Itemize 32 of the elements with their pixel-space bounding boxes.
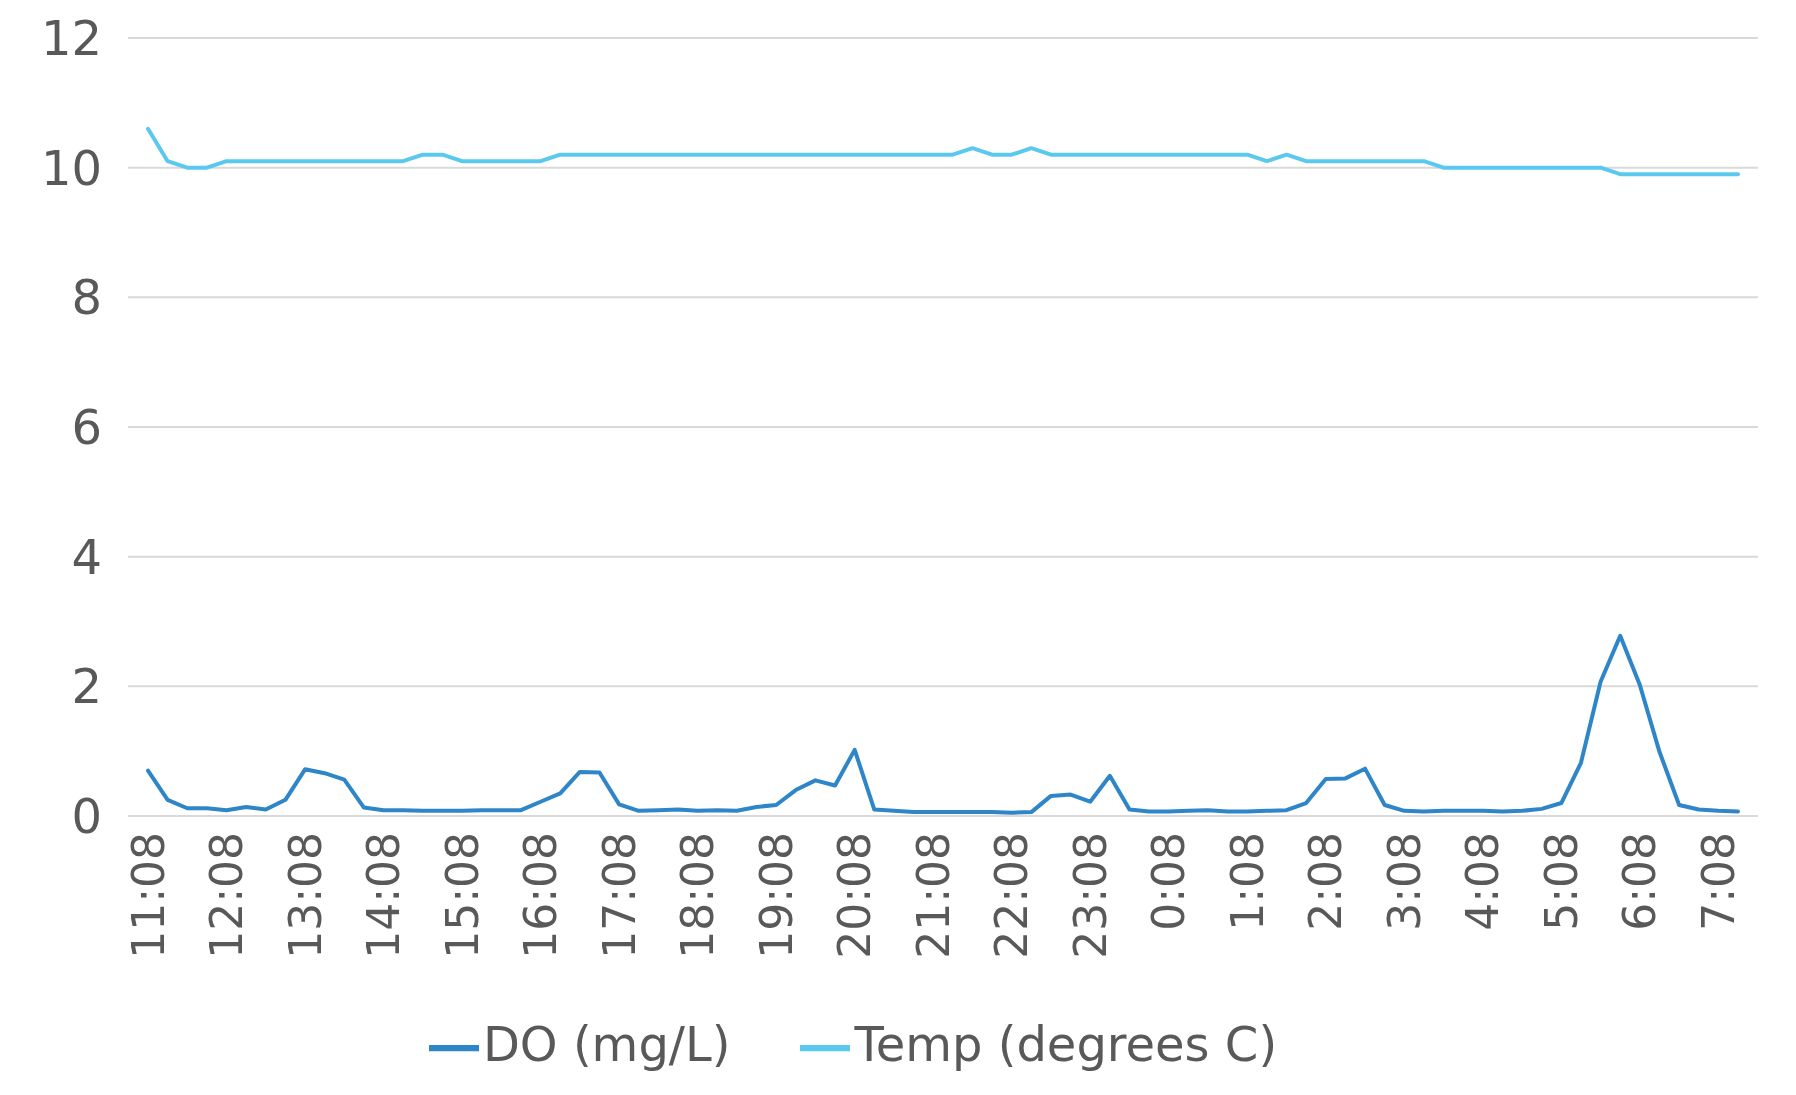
x-tick-label: 20:08 xyxy=(829,832,881,959)
y-tick-label: 2 xyxy=(71,658,102,715)
y-tick-label: 0 xyxy=(71,788,102,845)
y-tick-label: 6 xyxy=(71,399,102,456)
x-tick-label: 1:08 xyxy=(1221,832,1273,931)
y-tick-label: 4 xyxy=(71,528,102,585)
x-tick-label: 19:08 xyxy=(750,832,802,959)
x-tick-label: 18:08 xyxy=(672,832,724,959)
x-tick-label: 13:08 xyxy=(279,832,331,959)
x-tick-label: 7:08 xyxy=(1692,832,1744,931)
legend-label: DO (mg/L) xyxy=(482,1016,731,1072)
x-tick-label: 4:08 xyxy=(1457,832,1509,931)
line-series xyxy=(146,633,1740,815)
y-tick-label: 8 xyxy=(71,269,102,326)
x-tick-label: 21:08 xyxy=(907,832,959,959)
x-tick-label: 0:08 xyxy=(1143,832,1195,931)
x-tick-label: 11:08 xyxy=(122,832,174,959)
x-tick-label: 14:08 xyxy=(358,832,410,959)
x-tick-label: 15:08 xyxy=(436,832,488,959)
x-tick-label: 3:08 xyxy=(1378,832,1430,931)
x-tick-label: 6:08 xyxy=(1614,832,1666,931)
legend-label: Temp (degrees C) xyxy=(854,1016,1278,1072)
line-series xyxy=(146,126,1740,177)
x-tick-label: 5:08 xyxy=(1535,832,1587,931)
x-tick-label: 17:08 xyxy=(593,832,645,959)
x-tick-label: 2:08 xyxy=(1300,832,1352,931)
y-tick-label: 12 xyxy=(40,10,102,67)
x-tick-label: 23:08 xyxy=(1064,832,1116,959)
x-tick-label: 16:08 xyxy=(515,832,567,959)
y-tick-label: 10 xyxy=(40,139,102,196)
x-tick-label: 12:08 xyxy=(201,832,253,959)
x-tick-label: 22:08 xyxy=(986,832,1038,959)
